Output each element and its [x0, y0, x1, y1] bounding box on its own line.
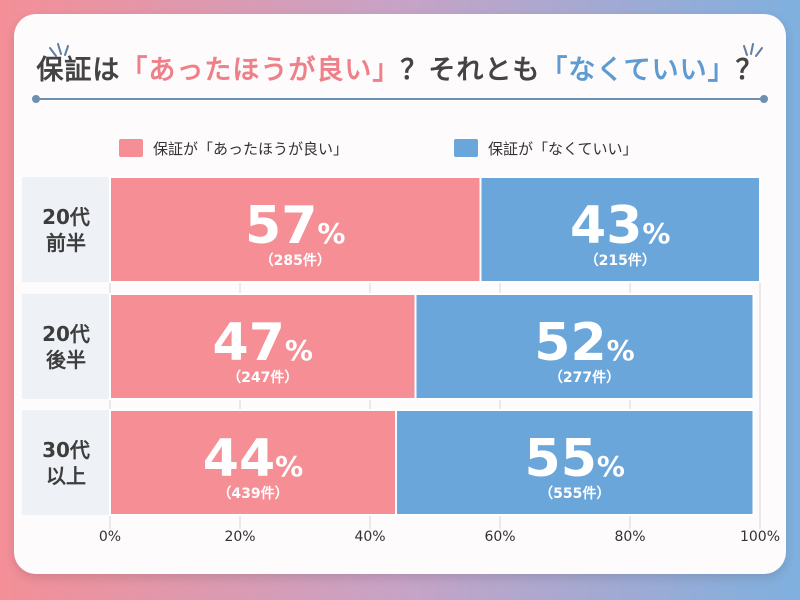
- title-mid: ？それとも: [400, 55, 541, 86]
- row-label-line: 20代: [42, 204, 90, 229]
- legend-item-a: 保証が「あったほうが良い」: [119, 136, 348, 160]
- bar-count-label: （439件）: [217, 485, 288, 502]
- bar-segment: [109, 293, 417, 400]
- x-tick-label: 60%: [484, 529, 515, 545]
- row-label-line: 30代: [42, 437, 90, 462]
- sparkle-left-icon: [49, 43, 69, 57]
- bar-value-label: 47%: [213, 313, 313, 373]
- row-label-line: 後半: [46, 347, 86, 372]
- title-pre: 保証は: [36, 55, 121, 86]
- bar-value-label: 55%: [525, 429, 625, 489]
- bar-segment: [109, 409, 397, 516]
- x-tick-label: 100%: [740, 529, 780, 545]
- x-tick-label: 0%: [99, 529, 121, 545]
- bar-count-label: （247件）: [227, 369, 298, 386]
- title-accent-a: 「あったほうが良い」: [120, 55, 401, 86]
- x-tick-label: 80%: [614, 529, 645, 545]
- row-label: 20代 前半: [22, 177, 110, 282]
- row-label-line: 20代: [42, 321, 90, 346]
- x-tick-label: 40%: [354, 529, 385, 545]
- sparkle-right-icon: [743, 43, 763, 57]
- title-accent-b: 「なくていい」: [540, 55, 736, 86]
- title-divider: [32, 95, 768, 103]
- row-label: 30代 以上: [22, 410, 110, 515]
- row-label: 20代 後半: [22, 294, 110, 399]
- stacked-bar-chart: 57% （285件） 43% （215件） 47% （247件） 52% （277件） 44% （…: [14, 14, 786, 578]
- bar-count-label: （215件）: [585, 252, 656, 269]
- bar-value-label: 57%: [245, 196, 345, 256]
- row-label-line: 以上: [46, 463, 86, 488]
- bar-segment: [414, 293, 755, 400]
- bar-segment: [479, 176, 761, 283]
- bar-value-label: 44%: [203, 429, 303, 489]
- legend-label-a: 保証が「あったほうが良い」: [153, 139, 349, 158]
- divider-dot-left: [32, 95, 40, 103]
- title-post: ？: [735, 55, 764, 86]
- legend-swatch-b: [454, 139, 478, 157]
- chart-card: 保証は「あったほうが良い」？それとも「なくていい」？ 保証が「あったほうが良い」…: [14, 14, 786, 574]
- chart-title: 保証は「あったほうが良い」？それとも「なくていい」？: [14, 48, 786, 87]
- chart-svg: 57%（285件）43%（215件）47%（247件）52%（277件）44%（…: [99, 176, 780, 545]
- legend-label-b: 保証が「なくていい」: [488, 139, 638, 158]
- bar-count-label: （285件）: [260, 252, 331, 269]
- row-label-line: 前半: [46, 230, 86, 255]
- bar-value-label: 52%: [534, 313, 634, 373]
- bar-value-label: 43%: [570, 196, 670, 256]
- bar-segment: [109, 176, 482, 283]
- legend-swatch-a: [119, 139, 143, 157]
- legend-item-b: 保証が「なくていい」: [454, 136, 638, 160]
- divider-dot-right: [760, 95, 768, 103]
- bar-count-label: （555件）: [539, 485, 610, 502]
- bar-count-label: （277件）: [549, 369, 620, 386]
- x-tick-label: 20%: [224, 529, 255, 545]
- bar-segment: [395, 409, 755, 516]
